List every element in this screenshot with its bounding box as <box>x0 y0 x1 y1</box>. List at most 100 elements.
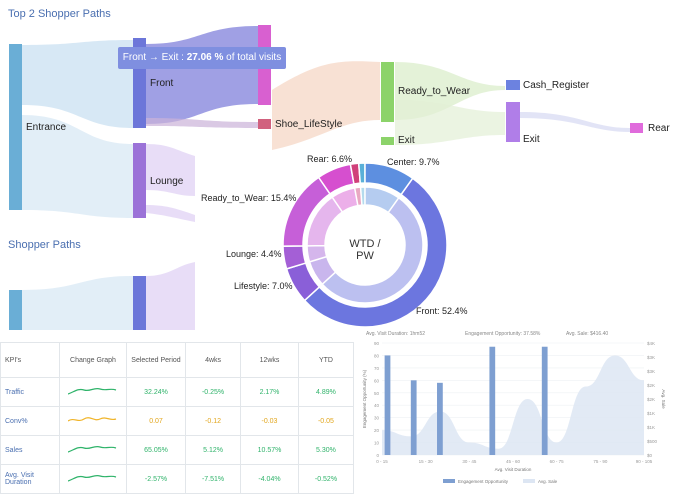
label-ready-to-wear: Ready_to_Wear <box>398 86 471 97</box>
label-lounge: Lounge <box>150 176 184 187</box>
top-paths-title: Top 2 Shopper Paths <box>8 8 111 20</box>
y-tick-label: 50 <box>374 391 380 396</box>
x-tick-label: 75 - 90 <box>593 459 608 464</box>
legend-swatch-avg-sale <box>523 479 535 483</box>
flow-green-exit <box>395 100 505 145</box>
selected-period-value: 65.05% <box>126 435 186 465</box>
y2-axis-label: Avg. Sale <box>661 389 666 409</box>
y-tick-label: 10 <box>374 441 380 446</box>
ytd-value: 5.30% <box>297 435 355 465</box>
donut-label-front: Front: 52.4% <box>416 306 468 316</box>
y-tick-label: 60 <box>374 378 380 383</box>
metric-avg-visit: Avg. Visit Duration: 1hm52 <box>366 331 426 337</box>
12wks-value: 2.17% <box>240 377 299 407</box>
x-tick-label: 90 - 105 <box>636 459 653 464</box>
change-graph <box>59 406 127 436</box>
header-12wks: 12wks <box>240 342 299 378</box>
flow-lower-1 <box>22 276 133 330</box>
table-row: Sales 65.05% 5.12% 10.57% 5.30% <box>0 435 355 465</box>
donut-label-rear: Rear: 6.6% <box>307 154 353 164</box>
tooltip-value: 27.06 % <box>186 52 224 63</box>
donut-inner-slice-lifestyle <box>308 255 337 286</box>
ytd-value: -0.05 <box>297 406 355 436</box>
y2-tick-label: $3K <box>647 369 655 374</box>
change-graph <box>59 377 127 407</box>
label-cash-register: Cash_Register <box>523 80 590 91</box>
flow-front-exit <box>146 26 258 124</box>
donut-inner-slice-center <box>364 186 400 214</box>
y-tick-label: 90 <box>374 341 380 346</box>
y-tick-label: 40 <box>374 403 380 408</box>
donut-center-label: WTD / PW <box>349 238 381 262</box>
change-graph <box>59 435 127 465</box>
node-cash <box>506 80 520 90</box>
x-tick-label: 45 - 60 <box>506 459 521 464</box>
kpi-name: Avg. Visit Duration <box>0 464 60 494</box>
flow-exit-rear <box>520 112 630 132</box>
y2-tick-label: $4K <box>647 341 655 346</box>
donut-inner-slice-other2 <box>359 186 366 206</box>
node-entrance <box>9 44 22 210</box>
x-tick-label: 30 - 45 <box>462 459 477 464</box>
donut-label-center: Center: 9.7% <box>387 157 440 167</box>
header-selected-period: Selected Period <box>126 342 186 378</box>
flow-lower-2 <box>146 262 195 330</box>
12wks-value: -0.03 <box>240 406 299 436</box>
flow-entrance-front <box>22 40 133 128</box>
x-tick-label: 15 - 30 <box>419 459 434 464</box>
kpi-name: Conv% <box>0 406 60 436</box>
y-tick-label: 30 <box>374 416 380 421</box>
12wks-value: 10.57% <box>240 435 299 465</box>
header-4wks: 4wks <box>184 342 242 378</box>
node-exit <box>506 102 520 142</box>
legend-label-avg-sale: Avg. Sale <box>538 479 558 484</box>
4wks-value: -7.51% <box>184 464 242 494</box>
bar-engagement <box>541 346 548 455</box>
trend-line <box>67 474 117 482</box>
bar-engagement <box>437 382 443 455</box>
selected-period-value: 0.07 <box>126 406 186 436</box>
12wks-value: -4.04% <box>240 464 299 494</box>
y-tick-label: 0 <box>376 453 379 458</box>
engagement-sales-chart: 90 80 70 60 50 40 30 20 10 0 $4K $3K $3K $2K $2K $1K $1K… <box>362 341 666 484</box>
4wks-value: -0.12 <box>184 406 242 436</box>
kpi-header-row: KPI's Change Graph Selected Period 4wks … <box>0 342 355 378</box>
path-tooltip: Front → Exit : 27.06 % of total visits <box>118 47 286 69</box>
4wks-value: -0.25% <box>184 377 242 407</box>
kpi-name: Sales <box>0 435 60 465</box>
node-lounge <box>133 143 146 218</box>
label-entrance: Entrance <box>26 122 67 133</box>
donut-chart <box>282 162 448 328</box>
selected-period-value: 32.24% <box>126 377 186 407</box>
donut-inner-slice-front <box>321 196 424 304</box>
x-tick-label: 60 - 75 <box>550 459 565 464</box>
selected-period-value: -2.57% <box>126 464 186 494</box>
y2-tick-label: $1K <box>647 411 655 416</box>
node-lower-front <box>133 276 146 330</box>
label-exit: Exit <box>523 134 540 145</box>
header-ytd: YTD <box>297 342 355 378</box>
tooltip-suffix: of total visits <box>226 52 282 63</box>
donut-inner-slice-rear <box>331 187 359 214</box>
node-rear <box>630 123 643 133</box>
kpi-name: Traffic <box>0 377 60 407</box>
ytd-value: 4.89% <box>297 377 355 407</box>
y-axis-label: Engagement Opportunity (%) <box>362 369 367 428</box>
flow-lounge-front <box>146 144 195 196</box>
node-exit-small <box>381 137 394 145</box>
node-ready <box>381 62 394 122</box>
trend-line <box>67 445 117 453</box>
shopper-paths-title: Shopper Paths <box>8 239 81 251</box>
table-row: Avg. Visit Duration -2.57% -7.51% -4.04%… <box>0 464 355 494</box>
flow-lounge-down <box>146 205 195 222</box>
x-axis-label: Avg. Visit Duration <box>495 467 532 472</box>
series-avg-sale-area <box>382 355 644 455</box>
header-kpis: KPI's <box>0 342 60 378</box>
label-shoe-lifestyle: Shoe_LifeStyle <box>275 119 343 130</box>
4wks-value: 5.12% <box>184 435 242 465</box>
legend-label-engagement: Engagement Opportunity <box>458 479 509 484</box>
tooltip-path: Front → Exit : <box>122 52 184 63</box>
donut-inner-slice-ready_to_wear <box>306 196 344 247</box>
y-tick-label: 80 <box>374 353 380 358</box>
donut-inner-slice-lounge <box>306 244 328 263</box>
